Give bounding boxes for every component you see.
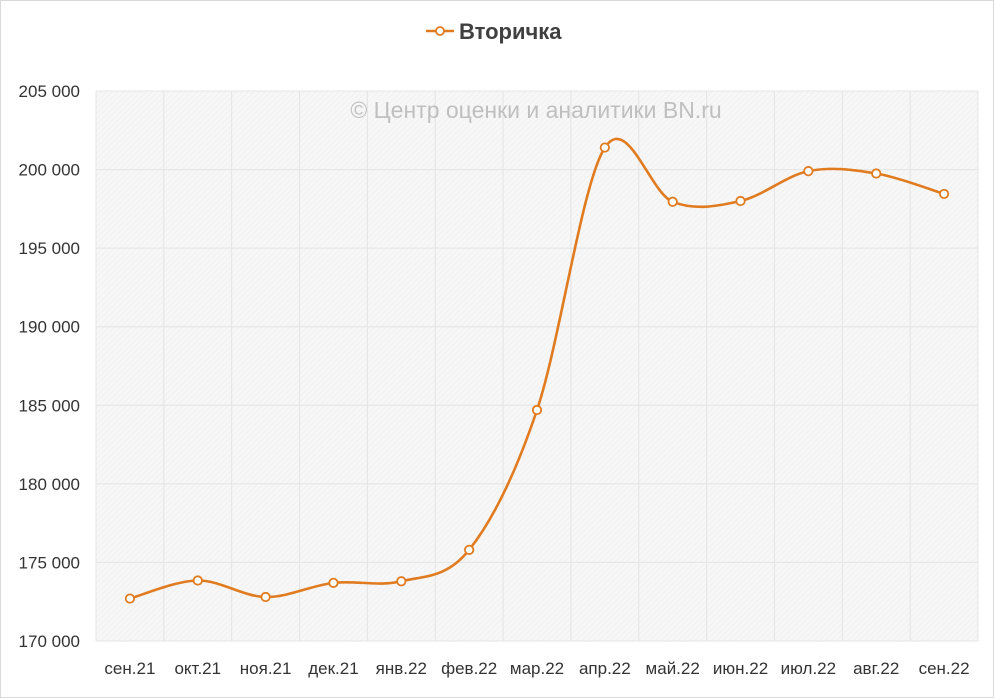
x-tick-label: мар.22	[510, 659, 564, 678]
data-point-marker	[464, 544, 475, 555]
y-tick-label: 195 000	[19, 239, 80, 258]
y-tick-label: 205 000	[19, 82, 80, 101]
vertical-gridlines	[95, 91, 979, 641]
x-tick-label: май.22	[646, 659, 700, 678]
x-tick-label: сен.21	[104, 659, 155, 678]
y-tick-label: 190 000	[19, 318, 80, 337]
x-tick-label: июл.22	[781, 659, 836, 678]
x-tick-label: июн.22	[713, 659, 768, 678]
x-tick-label: окт.21	[174, 659, 221, 678]
x-tick-label: авг.22	[853, 659, 899, 678]
data-point-marker	[871, 168, 882, 179]
x-axis-tick-labels: сен.21 окт.21 ноя.21 дек.21 янв.22 фев.22 мар.…	[104, 659, 969, 678]
x-tick-label: дек.21	[308, 659, 358, 678]
x-tick-label: сен.22	[919, 659, 970, 678]
data-point-marker	[260, 591, 271, 603]
data-point-marker	[735, 195, 746, 207]
plot-area	[96, 91, 978, 641]
x-tick-label: апр.22	[579, 659, 631, 678]
data-point-marker	[803, 166, 814, 177]
x-tick-label: ноя.21	[240, 659, 292, 678]
data-point-marker	[599, 142, 610, 153]
data-point-marker	[938, 188, 950, 200]
legend-marker-icon	[435, 26, 445, 36]
data-point-marker	[328, 577, 339, 588]
data-point-marker	[396, 576, 407, 587]
x-tick-label: фев.22	[441, 659, 497, 678]
y-tick-label: 180 000	[19, 475, 80, 494]
horizontal-gridlines	[96, 90, 978, 642]
y-tick-label: 185 000	[19, 396, 80, 415]
y-tick-label: 175 000	[19, 553, 80, 572]
legend-label: Вторичка	[459, 19, 562, 44]
legend: Вторичка	[426, 19, 562, 44]
data-point-marker	[531, 404, 543, 416]
y-axis-tick-labels: 170 000 175 000 180 000 185 000 190 000 195 0…	[19, 82, 80, 651]
y-tick-label: 170 000	[19, 632, 80, 651]
data-point-marker	[124, 593, 136, 604]
data-point-marker	[667, 196, 678, 207]
series-line	[129, 137, 945, 600]
y-tick-label: 200 000	[19, 161, 80, 180]
watermark-text: © Центр оценки и аналитики BN.ru	[350, 97, 721, 123]
data-point-marker	[192, 575, 203, 586]
series-markers	[124, 142, 950, 604]
x-tick-label: янв.22	[376, 659, 427, 678]
